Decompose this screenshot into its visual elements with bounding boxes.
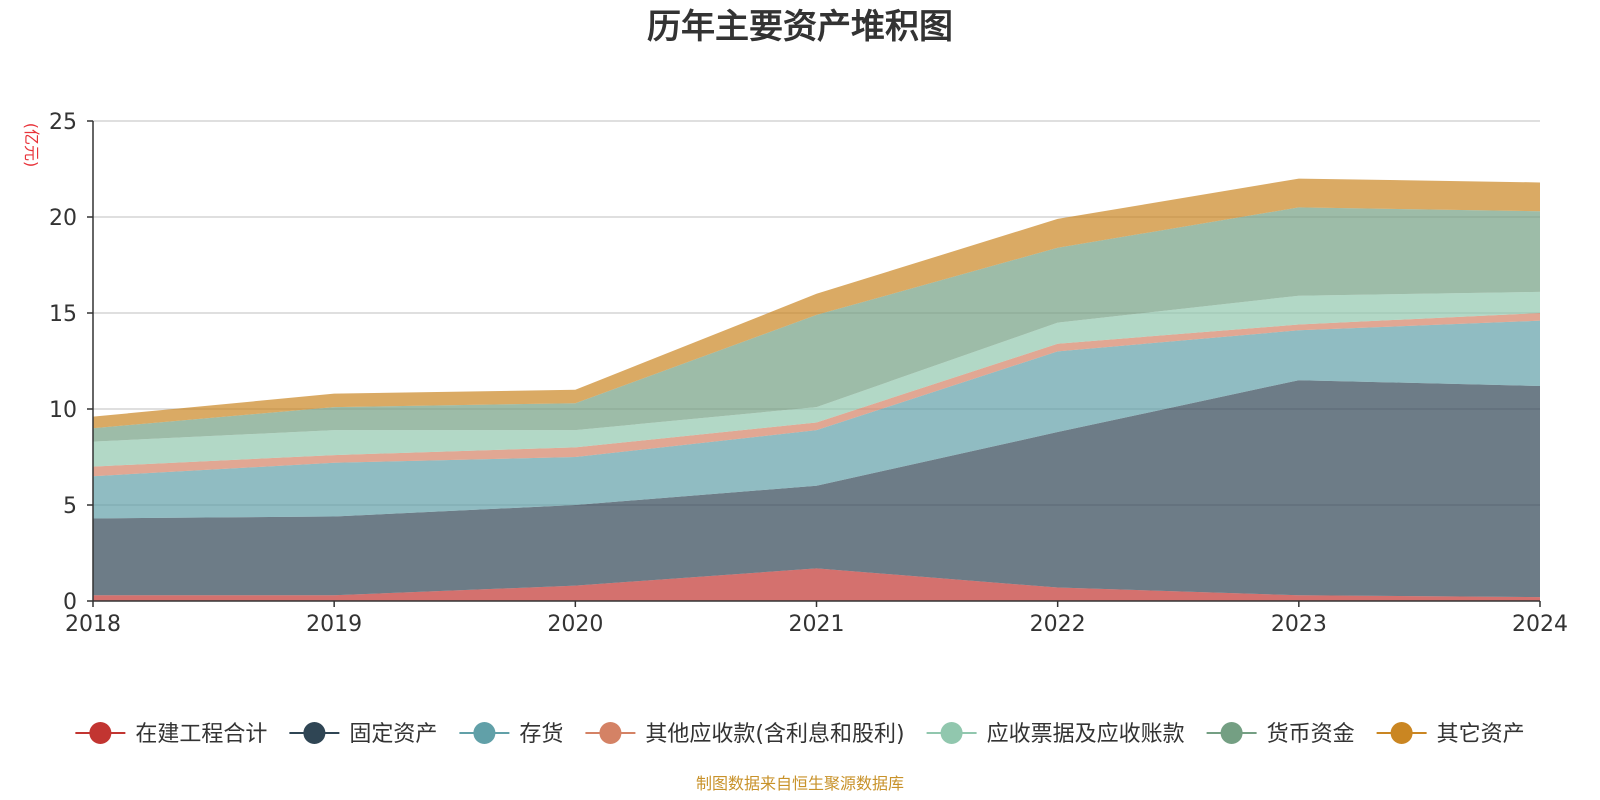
x-tick-label: 2018	[65, 612, 121, 637]
area-series-5	[93, 207, 1540, 442]
x-tick-label: 2024	[1512, 612, 1568, 637]
area-series-6	[93, 178, 1540, 429]
source-note: 制图数据来自恒生聚源数据库	[696, 774, 904, 793]
area-series-2	[93, 320, 1540, 519]
legend-label: 其它资产	[1437, 722, 1525, 747]
legend-label: 货币资金	[1267, 722, 1355, 747]
area-series-0	[93, 568, 1540, 601]
legend-item: 应收票据及应收账款	[926, 722, 1185, 747]
legend-item: 其它资产	[1376, 722, 1525, 747]
x-tick-label: 2021	[789, 612, 845, 637]
legend-label: 固定资产	[349, 722, 437, 747]
y-tick-label: 20	[49, 206, 77, 231]
legend-item: 货币资金	[1206, 722, 1355, 747]
legend-circle-marker	[599, 722, 622, 744]
area-series-3	[93, 313, 1540, 477]
area-series-group	[93, 178, 1540, 601]
x-tick-label: 2022	[1030, 612, 1086, 637]
legend-label: 其他应收款(含利息和股利)	[645, 722, 904, 747]
legend-circle-marker	[940, 722, 963, 744]
axes: 0 5 10 15 20 25 2018 2019 2020 2021 2022 2023 2024	[49, 110, 1568, 637]
chart-title: 历年主要资产堆积图	[647, 7, 953, 47]
y-tick-label: 0	[63, 590, 77, 615]
legend-label: 应收票据及应收账款	[987, 722, 1185, 747]
legend-label: 存货	[519, 722, 563, 747]
y-tick-label: 25	[49, 110, 77, 135]
legend-circle-marker	[89, 722, 112, 744]
area-series-1	[93, 380, 1540, 598]
legend-label: 在建工程合计	[135, 722, 267, 747]
legend-circle-marker	[1220, 722, 1243, 744]
legend-item: 固定资产	[289, 722, 437, 747]
x-tick-label: 2019	[306, 612, 362, 637]
legend-circle-marker	[303, 722, 326, 744]
x-tick-label: 2023	[1271, 612, 1327, 637]
legend-item: 存货	[459, 722, 563, 747]
legend: 在建工程合计 固定资产 存货 其他应收款(含利息和股利) 应收票据及应收账款 货币资金 其它…	[75, 722, 1525, 747]
y-axis-unit-label: (亿元)	[22, 123, 41, 168]
y-tick-label: 10	[49, 398, 77, 423]
area-series-4	[93, 291, 1540, 467]
y-tick-label: 15	[49, 302, 77, 327]
legend-item: 其他应收款(含利息和股利)	[585, 722, 905, 747]
y-tick-label: 5	[63, 494, 77, 519]
x-tick-label: 2020	[547, 612, 603, 637]
legend-item: 在建工程合计	[75, 722, 267, 747]
legend-circle-marker	[473, 722, 496, 744]
legend-circle-marker	[1390, 722, 1413, 744]
